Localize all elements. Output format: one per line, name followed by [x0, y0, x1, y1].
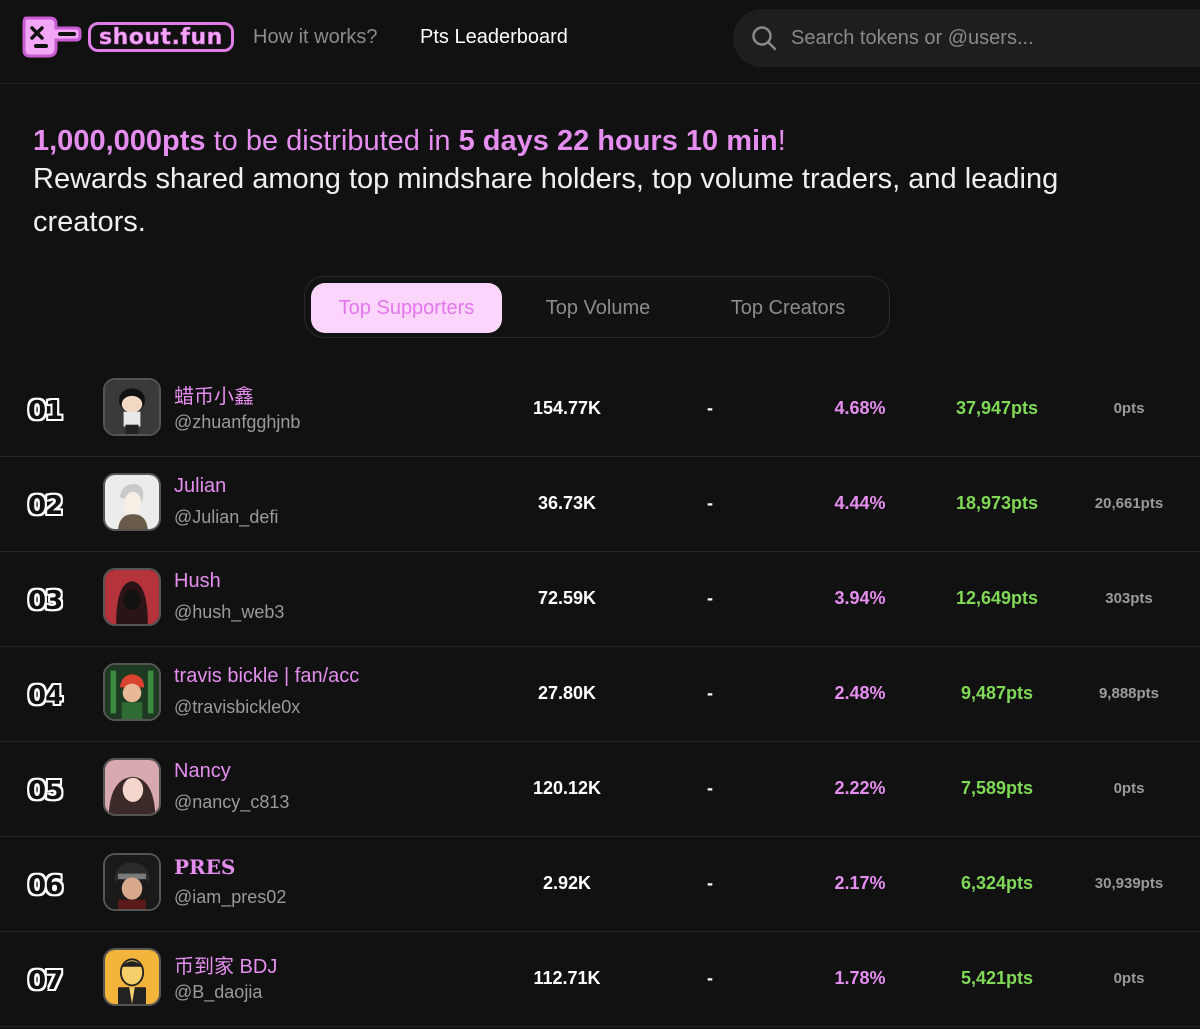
top-header: shout.fun How it works? Pts Leaderboard — [0, 0, 1200, 84]
extra-points: 303pts — [1105, 590, 1153, 607]
dash-value: - — [707, 398, 713, 418]
tab-top-supporters[interactable]: Top Supporters — [311, 283, 502, 333]
leaderboard-row[interactable]: 05 Nancy @nancy_c813 120.12K - 2.22% 7,5… — [0, 742, 1200, 837]
leaderboard-row[interactable]: 02 Julian @Julian_defi 36.73K - 4.44% 18… — [0, 457, 1200, 552]
extra-points: 9,888pts — [1098, 685, 1160, 702]
leaderboard-row[interactable]: 04 travis bickle | fan/acc @travisbickle… — [0, 647, 1200, 742]
user-name[interactable]: Julian — [174, 475, 227, 497]
user-handle: @Julian_defi — [174, 507, 279, 527]
points-value: 12,649pts — [955, 588, 1039, 608]
share-percent: 2.22% — [834, 778, 886, 798]
volume-value: 72.59K — [537, 588, 597, 608]
dash-value: - — [707, 968, 713, 988]
banner-countdown: 5 days 22 hours 10 min — [458, 125, 778, 157]
extra-points: 0pts — [1113, 970, 1145, 987]
extra-points: 20,661pts — [1094, 495, 1164, 512]
share-percent: 4.68% — [834, 398, 886, 418]
share-percent: 2.17% — [834, 873, 886, 893]
points-value: 18,973pts — [955, 493, 1039, 513]
leaderboard-tabs: Top Supporters Top Volume Top Creators — [304, 276, 890, 338]
rank: 06 — [28, 871, 63, 901]
logo-icon — [20, 14, 82, 60]
user-handle: @zhuanfgghjnb — [174, 412, 301, 432]
points-value: 7,589pts — [960, 778, 1034, 798]
points-value: 9,487pts — [960, 683, 1034, 703]
avatar[interactable] — [103, 568, 161, 626]
rank: 07 — [28, 966, 63, 996]
avatar[interactable] — [103, 853, 161, 911]
user-handle: @nancy_c813 — [174, 792, 290, 812]
dash-value: - — [707, 778, 713, 798]
avatar[interactable] — [103, 758, 161, 816]
volume-value: 154.77K — [532, 398, 602, 418]
search-icon — [752, 26, 777, 51]
banner-description: Rewards shared among top mindshare holde… — [33, 163, 1059, 238]
dash-value: - — [707, 588, 713, 608]
volume-value: 112.71K — [533, 968, 601, 988]
volume-value: 27.80K — [537, 683, 597, 703]
user-handle: @hush_web3 — [174, 602, 285, 622]
search-bar[interactable] — [733, 9, 1200, 67]
share-percent: 4.44% — [834, 493, 886, 513]
user-name[interactable]: 蜡币小鑫 — [174, 386, 254, 408]
share-percent: 1.78% — [834, 968, 886, 988]
avatar[interactable] — [103, 473, 161, 531]
banner-amount: 1,000,000pts — [33, 125, 206, 157]
user-name[interactable]: Hush — [174, 570, 221, 592]
avatar[interactable] — [103, 663, 161, 721]
banner-mid-text: to be distributed in — [205, 125, 459, 157]
points-value: 6,324pts — [960, 873, 1034, 893]
user-name[interactable]: 币到家 BDJ — [174, 956, 278, 978]
share-percent: 2.48% — [834, 683, 886, 703]
rank: 04 — [28, 681, 63, 711]
extra-points: 0pts — [1113, 780, 1145, 797]
avatar[interactable] — [103, 948, 161, 1006]
extra-points: 0pts — [1113, 400, 1145, 417]
volume-value: 2.92K — [542, 873, 592, 893]
leaderboard-row[interactable]: 07 币到家 BDJ @B_daojia 112.71K - 1.78% 5,4… — [0, 932, 1200, 1027]
points-value: 5,421pts — [960, 968, 1034, 988]
dash-value: - — [707, 493, 713, 513]
user-name[interactable]: PRES — [174, 855, 236, 879]
dash-value: - — [707, 873, 713, 893]
banner-exclaim: ! — [777, 125, 786, 157]
leaderboard-row[interactable]: 01 蜡币小鑫 @zhuanfgghjnb 154.77K - 4.68% 37… — [0, 362, 1200, 457]
leaderboard-row[interactable]: 03 Hush @hush_web3 72.59K - 3.94% 12,649… — [0, 552, 1200, 647]
user-handle: @iam_pres02 — [174, 887, 287, 907]
tab-top-creators[interactable]: Top Creators — [730, 296, 846, 319]
rank: 05 — [28, 776, 63, 806]
rank: 03 — [28, 586, 63, 616]
logo-wordmark: shout.fun — [88, 22, 234, 52]
share-percent: 3.94% — [834, 588, 886, 608]
rank: 01 — [28, 396, 63, 426]
rank: 02 — [28, 491, 63, 521]
avatar[interactable] — [103, 378, 161, 436]
user-handle: @travisbickle0x — [174, 697, 301, 717]
nav-pts-leaderboard[interactable]: Pts Leaderboard — [420, 26, 568, 48]
nav-how-it-works[interactable]: How it works? — [253, 26, 378, 48]
search-input[interactable] — [791, 26, 1191, 50]
volume-value: 120.12K — [532, 778, 602, 798]
user-handle: @B_daojia — [174, 982, 263, 1002]
leaderboard-row[interactable]: 06 PRES @iam_pres02 2.92K - 2.17% 6,324p… — [0, 837, 1200, 932]
rewards-banner: 1,000,000pts to be distributed in 5 days… — [33, 120, 1173, 244]
user-name[interactable]: travis bickle | fan/acc — [174, 665, 360, 687]
volume-value: 36.73K — [537, 493, 597, 513]
dash-value: - — [707, 683, 713, 703]
tab-top-volume[interactable]: Top Volume — [545, 296, 651, 319]
extra-points: 30,939pts — [1094, 875, 1164, 892]
user-name[interactable]: Nancy — [174, 760, 231, 782]
logo[interactable]: shout.fun — [20, 14, 234, 60]
points-value: 37,947pts — [955, 398, 1039, 418]
